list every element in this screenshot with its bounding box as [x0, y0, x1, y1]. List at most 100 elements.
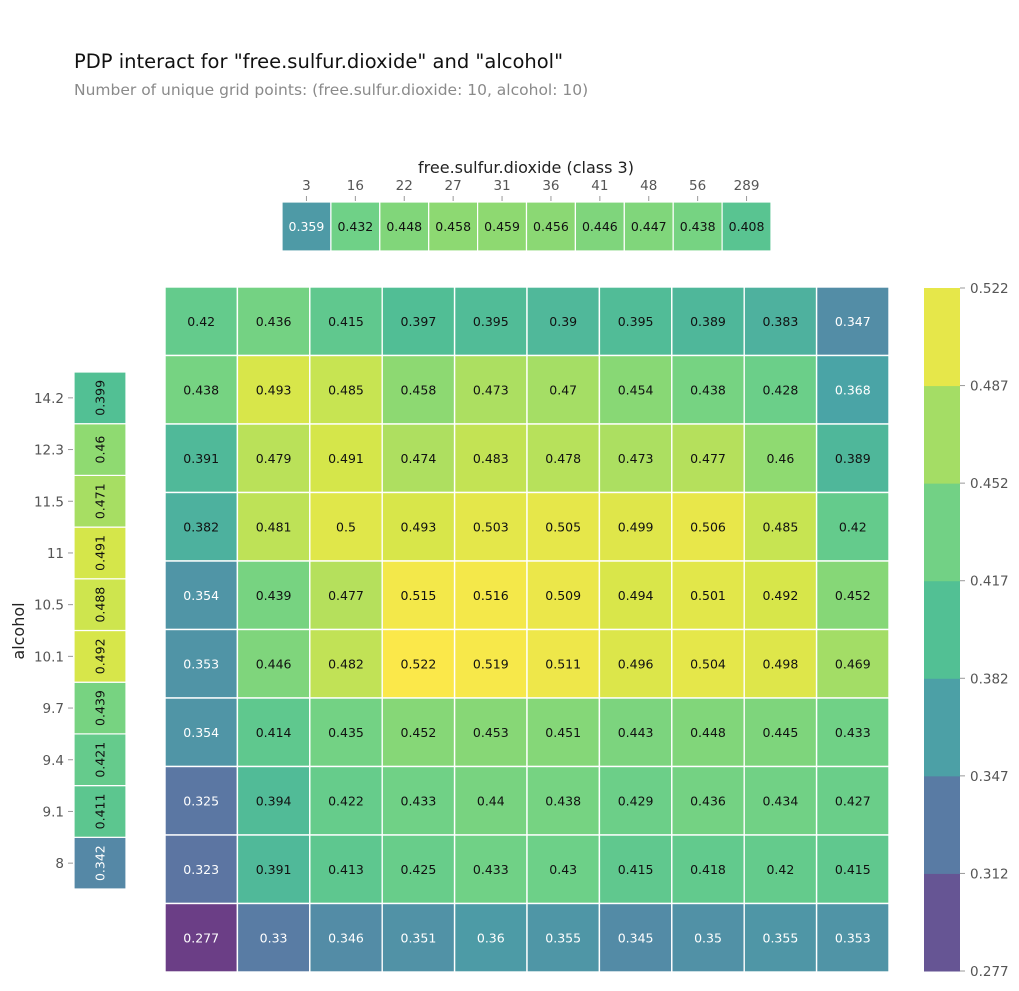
colorbar-band [924, 873, 960, 972]
colorbar-band [924, 775, 960, 874]
heatmap-cell [236, 628, 311, 699]
heatmap-cell [164, 354, 239, 425]
heatmap-cell [743, 491, 818, 562]
heatmap-value: 0.436 [256, 314, 292, 329]
heatmap-value: 0.515 [401, 588, 437, 603]
x-tick-label: 16 [347, 178, 364, 194]
y-marginal-cell [73, 681, 127, 735]
heatmap-value: 0.383 [763, 314, 799, 329]
heatmap-value: 0.474 [401, 451, 437, 466]
heatmap-value: 0.485 [328, 382, 364, 397]
heatmap-value: 0.492 [763, 588, 799, 603]
heatmap-cell [309, 834, 383, 905]
heatmap-grid: 0.42 0.436 0.415 0.397 0.395 0.39 0.395 0.389 0.… [164, 286, 890, 973]
heatmap-value: 0.413 [328, 862, 364, 877]
heatmap-value: 0.351 [401, 930, 437, 945]
heatmap-cell [381, 697, 456, 768]
heatmap-cell [598, 902, 673, 973]
heatmap-value: 0.389 [835, 451, 871, 466]
x-marginal-cell [477, 201, 528, 252]
heatmap-cell [381, 491, 456, 562]
heatmap-value: 0.491 [328, 451, 364, 466]
y-marginal-strip: 0.342 8 0.411 9.1 0.421 9.4 0.439 9.7 0.492 10.1 0… [34, 371, 127, 890]
heatmap-cell [815, 628, 890, 699]
heatmap-cell [381, 286, 456, 357]
colorbar: 0.277 0.312 0.347 0.382 0.417 0.452 0.487 0.522 [924, 281, 1009, 980]
heatmap-value: 0.354 [183, 725, 219, 740]
heatmap-value: 0.483 [473, 451, 509, 466]
y-marginal-cell [73, 526, 127, 580]
x-marginal-value: 0.458 [435, 219, 471, 234]
y-tick-label: 10.1 [34, 649, 64, 665]
colorbar-tick-label: 0.522 [970, 281, 1009, 297]
heatmap-cell [815, 697, 890, 768]
heatmap-value: 0.452 [401, 725, 437, 740]
y-marginal-value: 0.491 [93, 535, 108, 571]
heatmap-value: 0.519 [473, 656, 509, 671]
heatmap-cell [164, 628, 239, 699]
heatmap-value: 0.422 [328, 793, 364, 808]
heatmap-cell [815, 286, 890, 357]
x-marginal-strip: 0.359 3 0.432 16 0.448 22 0.458 27 0.459 31 0.456 3… [281, 178, 772, 252]
heatmap-value: 0.438 [690, 382, 726, 397]
heatmap-value: 0.5 [336, 519, 356, 534]
heatmap-value: 0.509 [545, 588, 581, 603]
x-tick-label: 289 [734, 178, 760, 194]
heatmap-cell [309, 765, 383, 836]
y-marginal-value: 0.399 [93, 380, 108, 416]
y-marginal-cell [73, 784, 127, 838]
heatmap-value: 0.504 [690, 656, 726, 671]
x-tick-label: 27 [445, 178, 462, 194]
x-marginal-cell [330, 201, 381, 252]
y-tick-label: 9.1 [43, 804, 64, 820]
heatmap-value: 0.345 [618, 930, 654, 945]
heatmap-value: 0.505 [545, 519, 581, 534]
heatmap-cell [598, 423, 673, 494]
y-tick-label: 14.2 [34, 391, 64, 407]
heatmap-value: 0.436 [690, 793, 726, 808]
heatmap-value: 0.42 [839, 519, 867, 534]
heatmap-cell [236, 765, 311, 836]
y-tick-label: 9.7 [43, 701, 64, 717]
colorbar-band [924, 678, 960, 777]
heatmap-cell [743, 902, 818, 973]
heatmap-value: 0.395 [618, 314, 654, 329]
heatmap-value: 0.415 [835, 862, 871, 877]
heatmap-value: 0.429 [618, 793, 654, 808]
heatmap-value: 0.454 [618, 382, 654, 397]
x-marginal-value: 0.459 [484, 219, 520, 234]
colorbar-tick-label: 0.312 [970, 866, 1009, 882]
heatmap-cell [526, 834, 601, 905]
heatmap-value: 0.394 [256, 793, 292, 808]
heatmap-cell [671, 354, 745, 425]
heatmap-cell [453, 902, 528, 973]
x-tick-label: 48 [640, 178, 657, 194]
heatmap-value: 0.433 [473, 862, 509, 877]
heatmap-value: 0.415 [328, 314, 364, 329]
heatmap-value: 0.395 [473, 314, 509, 329]
colorbar-tick-label: 0.277 [970, 964, 1009, 980]
heatmap-value: 0.516 [473, 588, 509, 603]
heatmap-value: 0.501 [690, 588, 726, 603]
heatmap-value: 0.354 [183, 588, 219, 603]
heatmap-cell [815, 354, 890, 425]
heatmap-cell [236, 354, 311, 425]
y-tick-label: 10.5 [34, 598, 64, 614]
x-marginal-value: 0.448 [386, 219, 422, 234]
heatmap-value: 0.323 [183, 862, 219, 877]
heatmap-cell [526, 902, 601, 973]
heatmap-value: 0.493 [401, 519, 437, 534]
x-marginal-cell [721, 201, 772, 252]
colorbar-band [924, 483, 960, 582]
y-marginal-value: 0.439 [93, 690, 108, 726]
x-marginal-cell [281, 201, 332, 252]
heatmap-cell [526, 286, 601, 357]
heatmap-value: 0.418 [690, 862, 726, 877]
heatmap-value: 0.42 [187, 314, 215, 329]
heatmap-value: 0.478 [545, 451, 581, 466]
heatmap-cell [236, 834, 311, 905]
y-tick-label: 9.4 [43, 753, 64, 769]
heatmap-value: 0.477 [328, 588, 364, 603]
colorbar-tick-label: 0.452 [970, 476, 1009, 492]
heatmap-value: 0.355 [763, 930, 799, 945]
